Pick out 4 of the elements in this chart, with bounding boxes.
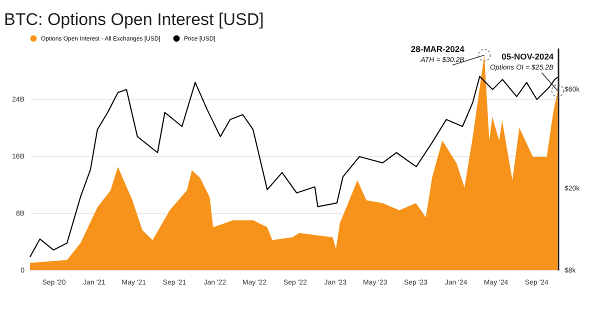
annotation: 28-MAR-2024	[410, 44, 465, 54]
line-series	[29, 76, 558, 258]
annotation: 05-NOV-2024	[502, 52, 554, 62]
chart-title: BTC: Options Open Interest [USD]	[4, 10, 264, 29]
